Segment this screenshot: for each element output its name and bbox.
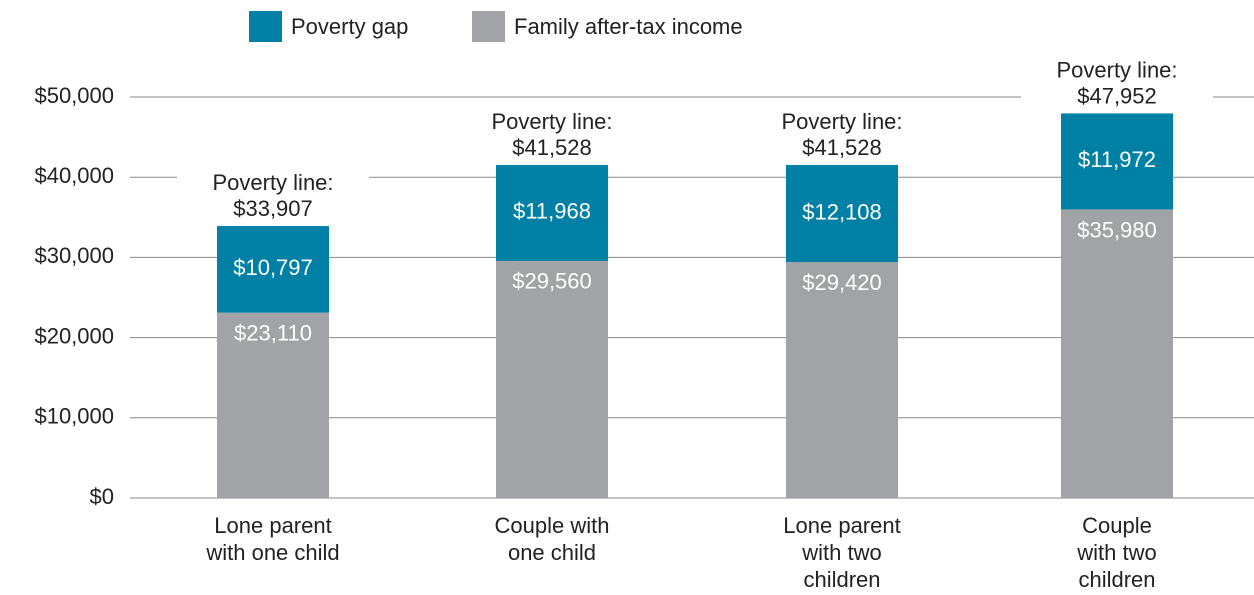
value-label: $12,108 bbox=[802, 199, 882, 224]
y-tick-label: $30,000 bbox=[34, 243, 114, 268]
y-tick-label: $40,000 bbox=[34, 163, 114, 188]
bar-segment bbox=[496, 260, 608, 498]
annotation: Poverty line: $33,907 bbox=[212, 170, 333, 221]
y-tick-label: $10,000 bbox=[34, 404, 114, 429]
bar-segment bbox=[786, 262, 898, 498]
y-tick-label: $50,000 bbox=[34, 83, 114, 108]
value-label: $10,797 bbox=[233, 255, 313, 280]
value-label: $23,110 bbox=[234, 320, 312, 345]
value-label: $35,980 bbox=[1077, 217, 1157, 242]
legend-label: Family after-tax income bbox=[514, 14, 743, 39]
value-label: $11,968 bbox=[513, 199, 591, 224]
x-tick-label: Couple with two children bbox=[1076, 513, 1156, 592]
x-tick-label: Lone parent with one child bbox=[205, 513, 339, 565]
bar-segment bbox=[217, 312, 329, 498]
value-label: $11,972 bbox=[1078, 147, 1156, 172]
bar-segment bbox=[786, 164, 898, 263]
x-tick-label: Lone parent with two children bbox=[783, 513, 900, 592]
x-tick-label: Couple with one child bbox=[495, 513, 610, 565]
bar-segment bbox=[1061, 209, 1173, 498]
value-label: $29,420 bbox=[802, 270, 882, 295]
legend-swatch bbox=[249, 11, 282, 42]
y-tick-label: $0 bbox=[90, 484, 114, 509]
value-label: $29,560 bbox=[512, 269, 592, 294]
annotation: Poverty line: $47,952 bbox=[1056, 57, 1177, 108]
annotation-bg bbox=[746, 106, 938, 163]
annotation-bg bbox=[177, 168, 369, 225]
annotation-bg bbox=[456, 106, 648, 163]
legend-swatch bbox=[472, 11, 505, 42]
bar-segment bbox=[496, 164, 608, 261]
annotation: Poverty line: $41,528 bbox=[491, 109, 612, 160]
y-tick-label: $20,000 bbox=[34, 323, 114, 348]
annotation: Poverty line: $41,528 bbox=[781, 109, 902, 160]
bar-segment bbox=[217, 226, 329, 313]
annotation-bg bbox=[1021, 55, 1213, 112]
bar-segment bbox=[1061, 113, 1173, 210]
legend-label: Poverty gap bbox=[291, 14, 408, 39]
